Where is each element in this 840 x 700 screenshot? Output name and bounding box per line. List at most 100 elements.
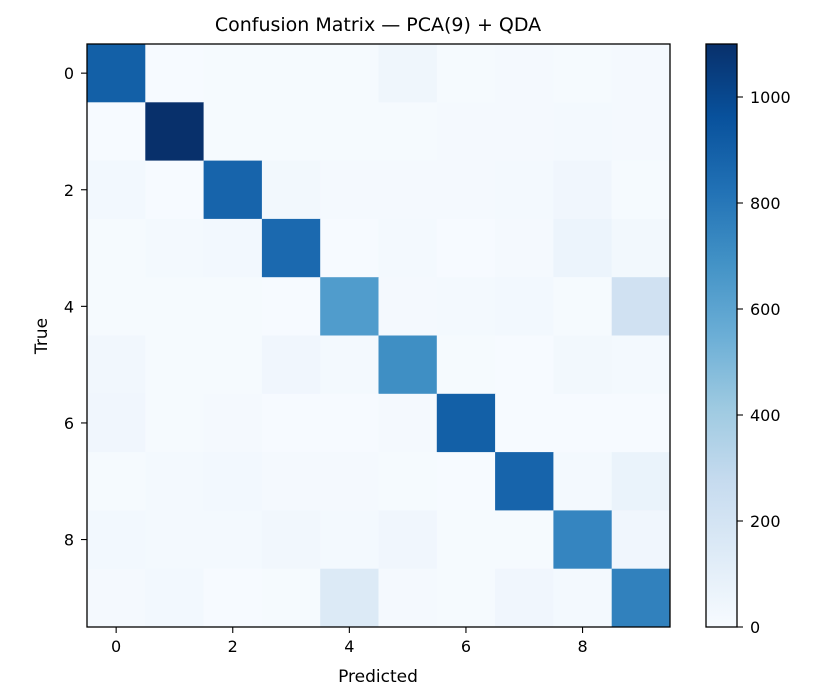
heatmap-cell-1-5 — [378, 102, 438, 161]
x-tick-label: 4 — [344, 637, 354, 656]
heatmap-cell-2-4 — [320, 160, 379, 220]
heatmap-cell-7-3 — [261, 452, 321, 511]
heatmap-cell-9-0 — [87, 568, 146, 628]
heatmap-cell-1-7 — [495, 102, 554, 161]
heatmap-cell-5-1 — [145, 335, 204, 395]
y-tick-label: 0 — [64, 64, 74, 83]
heatmap-cell-5-4 — [320, 335, 379, 395]
heatmap-cell-2-8 — [553, 160, 613, 220]
heatmap-cell-8-3 — [261, 510, 321, 570]
heatmap-cell-4-5 — [378, 277, 438, 336]
chart-title: Confusion Matrix — PCA(9) + QDA — [215, 14, 541, 36]
heatmap-cell-1-4 — [320, 102, 379, 161]
heatmap-cell-6-2 — [203, 393, 263, 453]
heatmap-cell-0-2 — [203, 44, 263, 103]
x-tick-label: 6 — [461, 637, 471, 656]
heatmap-cell-1-6 — [436, 102, 496, 161]
heatmap-cell-0-5 — [378, 44, 438, 103]
heatmap-cell-4-3 — [261, 277, 321, 336]
heatmap-cell-0-1 — [145, 44, 204, 103]
heatmap-cell-8-8 — [553, 510, 613, 570]
heatmap-cell-7-6 — [436, 452, 496, 511]
heatmap-cell-5-7 — [495, 335, 554, 395]
x-axis-ticks: 0 2 4 6 8 — [111, 627, 588, 656]
heatmap-cell-2-7 — [495, 160, 554, 220]
heatmap-cell-9-8 — [553, 568, 613, 628]
y-tick-label: 8 — [64, 531, 74, 550]
colorbar-tick-label: 0 — [750, 618, 760, 637]
colorbar-tick-label: 400 — [750, 406, 781, 425]
heatmap-cell-8-7 — [495, 510, 554, 570]
heatmap-cell-1-2 — [203, 102, 263, 161]
heatmap-cell-3-5 — [378, 218, 438, 278]
heatmap-cell-5-9 — [611, 335, 671, 395]
heatmap-cell-0-7 — [495, 44, 554, 103]
heatmap-cell-0-6 — [436, 44, 496, 103]
heatmap-cell-6-9 — [611, 393, 671, 453]
y-tick-label: 6 — [64, 414, 74, 433]
x-tick-label: 8 — [577, 637, 587, 656]
heatmap-cell-2-5 — [378, 160, 438, 220]
heatmap-cell-5-6 — [436, 335, 496, 395]
heatmap-cell-5-5 — [378, 335, 438, 395]
y-axis-label: True — [32, 318, 52, 355]
heatmap-cell-7-7 — [495, 452, 554, 511]
heatmap-cell-4-9 — [611, 277, 671, 336]
heatmap-cell-8-9 — [611, 510, 671, 570]
heatmap-cell-4-7 — [495, 277, 554, 336]
heatmap-cell-8-0 — [87, 510, 146, 570]
heatmap-cell-1-0 — [87, 102, 146, 161]
heatmap-cell-2-3 — [261, 160, 321, 220]
heatmap-cell-6-6 — [436, 393, 496, 453]
heatmap-cell-6-7 — [495, 393, 554, 453]
heatmap-cell-0-4 — [320, 44, 379, 103]
heatmap-cell-2-6 — [436, 160, 496, 220]
x-axis-label: Predicted — [338, 667, 418, 687]
heatmap-cell-4-6 — [436, 277, 496, 336]
heatmap-cell-6-3 — [261, 393, 321, 453]
heatmap-cell-8-5 — [378, 510, 438, 570]
x-tick-label: 0 — [111, 637, 121, 656]
heatmap-cell-1-1 — [145, 102, 204, 161]
heatmap-cell-5-2 — [203, 335, 263, 395]
heatmap-cell-2-9 — [611, 160, 671, 220]
heatmap-cell-4-1 — [145, 277, 204, 336]
heatmap-cell-3-7 — [495, 218, 554, 278]
heatmap-cell-2-2 — [203, 160, 263, 220]
colorbar-tick-label: 1000 — [750, 88, 791, 107]
heatmap-cell-9-1 — [145, 568, 204, 628]
heatmap-cell-5-3 — [261, 335, 321, 395]
y-tick-label: 4 — [64, 297, 74, 316]
colorbar-tick-label: 800 — [750, 194, 781, 213]
heatmap-cell-7-1 — [145, 452, 204, 511]
heatmap-cell-5-0 — [87, 335, 146, 395]
heatmap-cell-8-6 — [436, 510, 496, 570]
heatmap-frame — [86, 43, 671, 628]
colorbar-tick-label: 600 — [750, 300, 781, 319]
colorbar-tick-label: 200 — [750, 512, 781, 531]
heatmap-cell-0-9 — [611, 44, 671, 103]
heatmap-cell-7-0 — [87, 452, 146, 511]
heatmap-cell-7-9 — [611, 452, 671, 511]
heatmap-cell-4-0 — [87, 277, 146, 336]
heatmap-cell-3-0 — [87, 218, 146, 278]
heatmap-cell-4-4 — [320, 277, 379, 336]
heatmap-cell-3-2 — [203, 218, 263, 278]
heatmap-cell-3-3 — [261, 218, 321, 278]
heatmap-cell-8-2 — [203, 510, 263, 570]
heatmap-cell-6-4 — [320, 393, 379, 453]
heatmap-cell-2-1 — [145, 160, 204, 220]
heatmap-cell-4-8 — [553, 277, 613, 336]
heatmap-cell-9-6 — [436, 568, 496, 628]
heatmap-cell-0-0 — [87, 44, 146, 103]
y-axis-ticks: 0 2 4 6 8 — [64, 64, 87, 550]
heatmap-cell-0-3 — [261, 44, 321, 103]
heatmap-cell-7-2 — [203, 452, 263, 511]
heatmap-cell-8-4 — [320, 510, 379, 570]
colorbar — [705, 43, 738, 628]
colorbar-ticks: 0 200 400 600 800 1000 — [737, 88, 791, 637]
heatmap-cell-6-8 — [553, 393, 613, 453]
heatmap-cell-1-3 — [261, 102, 321, 161]
heatmap-cell-3-9 — [611, 218, 671, 278]
heatmap-cell-9-4 — [320, 568, 379, 628]
